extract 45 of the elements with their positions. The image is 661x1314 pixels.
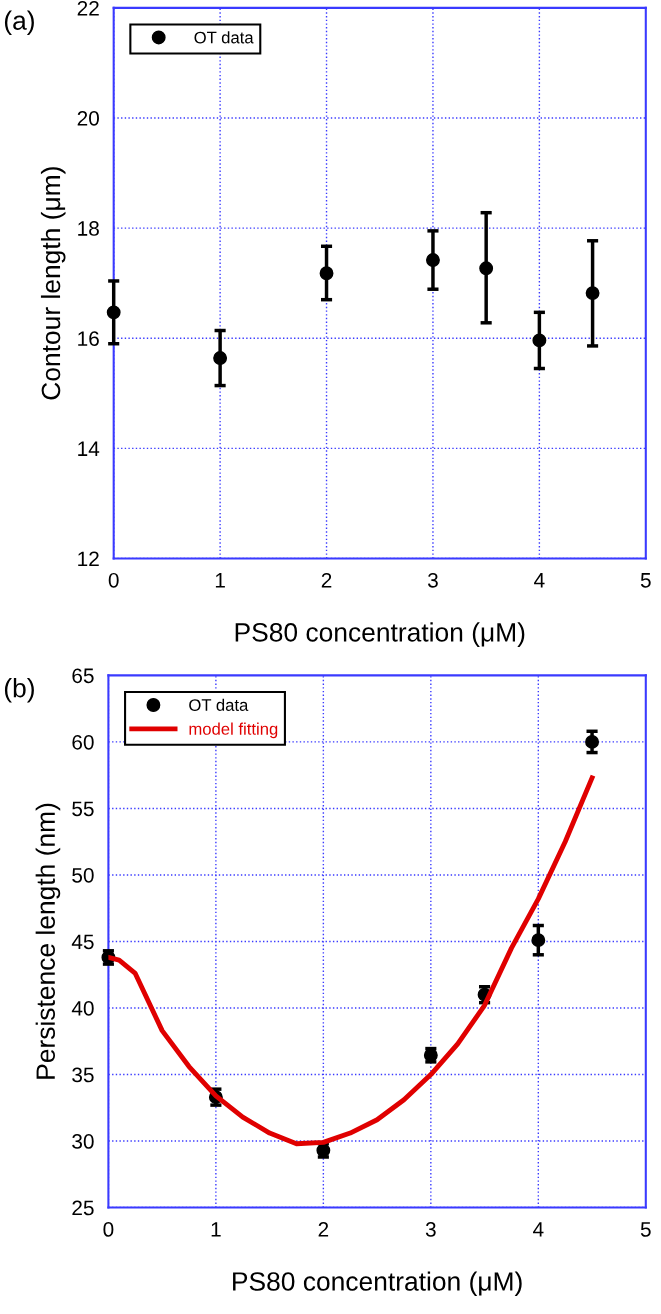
x-tick-label: 0 — [108, 572, 119, 588]
legend-label: model fitting — [189, 722, 278, 739]
text: (b) — [4, 678, 34, 703]
y-tick-label: 25 — [72, 1200, 94, 1216]
x-axis-title: PS80 concentration (μM) — [233, 1271, 522, 1297]
x-tick-label: 5 — [640, 1222, 651, 1237]
point — [585, 734, 600, 749]
point — [531, 933, 546, 948]
x-tick-label: 4 — [534, 573, 545, 588]
x-tick-label: 3 — [425, 1222, 436, 1237]
y-tick-label: 50 — [72, 867, 94, 883]
y-tick-label: 60 — [72, 734, 94, 750]
y-tick-label: 14 — [78, 441, 100, 456]
point — [479, 261, 494, 276]
x-tick-label: 1 — [215, 573, 225, 588]
x-tick-label: 1 — [211, 1222, 221, 1237]
y-tick-label: 30 — [72, 1134, 94, 1149]
y-tick-label: 20 — [77, 111, 99, 126]
point — [585, 286, 600, 301]
point — [532, 333, 547, 348]
y-tick-label: 22 — [77, 0, 99, 16]
point — [213, 351, 228, 365]
text: (a) — [4, 10, 34, 36]
y-axis-title: Persistence length (nm) — [35, 803, 61, 1079]
y-tick-label: 45 — [71, 934, 94, 950]
y-tick-label: 18 — [78, 221, 99, 236]
legend-label: OT data — [189, 698, 249, 711]
y-tick-label: 12 — [78, 551, 99, 566]
x-tick-label: 4 — [533, 1222, 544, 1237]
y-tick-label: 16 — [78, 331, 99, 346]
y-tick-label: 35 — [72, 1067, 94, 1083]
y-axis-title: Contour length (μm) — [40, 167, 66, 400]
x-tick-label: 2 — [321, 572, 332, 588]
point — [106, 305, 121, 320]
legend-label: OT data — [194, 31, 254, 44]
x-tick-label: 3 — [427, 572, 438, 588]
x-tick-label: 2 — [318, 1222, 329, 1237]
y-tick-label: 65 — [72, 668, 94, 684]
y-tick-label: 40 — [71, 1001, 94, 1016]
x-axis-title: PS80 concentration (μM) — [235, 622, 525, 647]
point — [319, 266, 334, 281]
point — [426, 253, 440, 267]
y-tick-label: 55 — [72, 801, 94, 817]
x-tick-label: 5 — [640, 573, 651, 588]
x-tick-label: 0 — [103, 1222, 114, 1237]
